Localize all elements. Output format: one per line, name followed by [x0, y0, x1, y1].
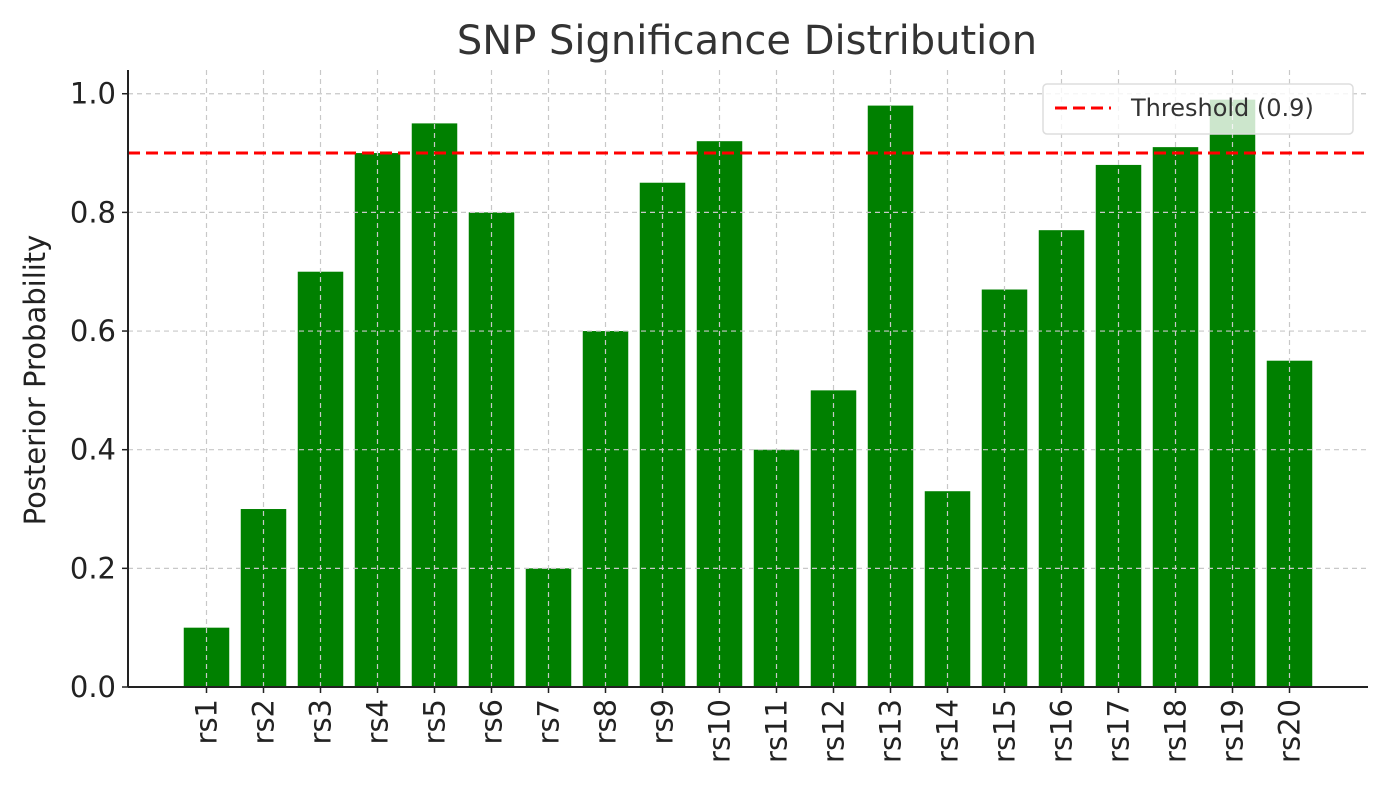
chart-title: SNP Significance Distribution: [457, 18, 1037, 64]
x-tick-label-rs2: rs2: [247, 699, 281, 744]
x-tick-label-rs7: rs7: [532, 699, 566, 744]
legend-threshold-label: Threshold (0.9): [1130, 94, 1314, 122]
x-tick-label-rs4: rs4: [361, 699, 395, 744]
y-tick-label: 0.8: [70, 195, 116, 229]
x-tick-label-rs8: rs8: [589, 699, 623, 744]
x-tick-label-rs19: rs19: [1216, 699, 1250, 763]
x-tick-label-rs1: rs1: [190, 699, 224, 744]
y-axis-label: Posterior Probability: [18, 235, 52, 526]
bar-rs2: [240, 509, 287, 687]
bar-rs8: [582, 331, 629, 687]
x-tick-label-rs14: rs14: [931, 699, 965, 763]
axes: [127, 70, 1368, 688]
x-tick-label-rs3: rs3: [304, 699, 338, 744]
y-tick-label: 0.4: [70, 433, 116, 467]
bars: [183, 99, 1313, 688]
legend-box: [1042, 83, 1354, 135]
y-tick-label: 0.2: [70, 551, 116, 585]
y-tick-label: 0.0: [70, 670, 116, 704]
x-tick-label-rs16: rs16: [1045, 699, 1079, 763]
grid-lines: [128, 70, 1368, 688]
x-tick-label-rs9: rs9: [646, 699, 680, 744]
x-tick-label-rs5: rs5: [418, 699, 452, 744]
x-tick-label-rs12: rs12: [817, 699, 851, 763]
y-tick-label: 1.0: [70, 77, 116, 111]
x-tick-label-rs10: rs10: [703, 699, 737, 763]
x-tick-label-rs15: rs15: [988, 699, 1022, 763]
x-tick-label-rs20: rs20: [1273, 699, 1307, 763]
legend: Threshold (0.9): [1042, 83, 1354, 135]
x-tick-label-rs11: rs11: [760, 699, 794, 763]
x-tick-label-rs18: rs18: [1159, 699, 1193, 763]
y-tick-label: 0.6: [70, 314, 116, 348]
x-tick-label-rs17: rs17: [1102, 699, 1136, 763]
bar-rs18: [1152, 147, 1199, 687]
x-tick-label-rs13: rs13: [874, 699, 908, 763]
x-tick-labels: rs1 rs2 rs3 rs4 rs5 rs6 rs7 rs8 rs9 rs10 rs11 rs12 r…: [190, 687, 1307, 763]
y-tick-labels: 0.0 0.2 0.4 0.6 0.8 1.0: [70, 77, 128, 704]
x-tick-label-rs6: rs6: [475, 699, 509, 744]
